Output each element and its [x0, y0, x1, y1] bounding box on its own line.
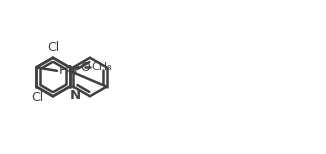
- Text: HN: HN: [58, 64, 78, 77]
- Text: CH₃: CH₃: [91, 62, 112, 72]
- Text: Cl: Cl: [48, 41, 60, 54]
- Text: N: N: [70, 89, 81, 102]
- Text: O: O: [80, 61, 90, 74]
- Text: Cl: Cl: [32, 91, 44, 104]
